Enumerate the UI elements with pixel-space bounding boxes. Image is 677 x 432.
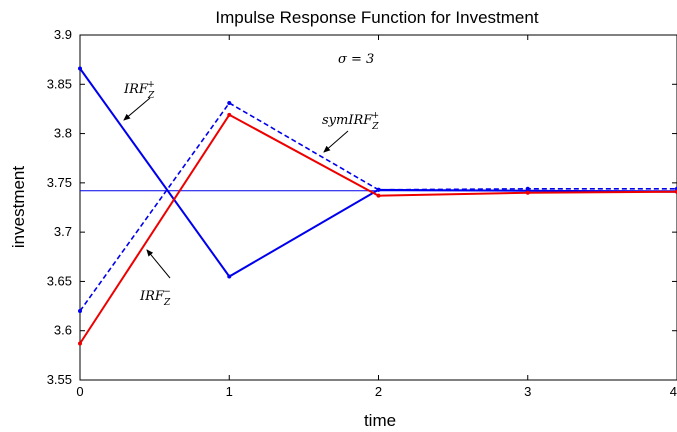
x-tick-label: 0 — [76, 384, 83, 399]
irf-minus-annotation: IRFZ− — [139, 249, 171, 308]
irf-plus-sub: Z — [147, 91, 155, 101]
data-point-sym_irf_plus — [78, 309, 82, 313]
data-point-sym_irf_plus — [227, 101, 232, 106]
data-point-irf_minus — [376, 193, 381, 198]
irf-plus-arrow — [123, 97, 151, 121]
irf-plus-sup: + — [147, 80, 155, 90]
irf-plus-annotation: IRFZ+ — [123, 80, 155, 121]
series-lines — [78, 66, 677, 346]
x-axis-label: time — [364, 411, 396, 430]
sym-irf-plus-main: symIRF — [322, 113, 373, 128]
y-tick-label: 3.65 — [47, 273, 72, 288]
irf-minus-main: IRF — [139, 289, 165, 304]
sym-irf-plus-sup: + — [372, 111, 380, 121]
x-tick-label: 2 — [375, 384, 382, 399]
sym-irf-plus-sub: Z — [371, 122, 379, 132]
data-point-sym_irf_plus — [376, 187, 381, 192]
sym-irf-plus-annotation: symIRFZ+ — [322, 111, 379, 153]
y-tick-label: 3.75 — [47, 175, 72, 190]
x-tick-label: 3 — [524, 384, 531, 399]
sym-irf-plus-arrow — [323, 130, 349, 153]
y-tick-label: 3.7 — [54, 224, 72, 239]
svg-text:IRFZ+: IRFZ+ — [123, 80, 155, 101]
data-point-irf_minus — [525, 190, 530, 195]
y-axis-ticks: 3.55 3.6 3.65 3.7 3.75 3.8 3.85 3.9 — [47, 27, 677, 387]
chart-title: Impulse Response Function for Investment — [215, 8, 538, 27]
irf-plus-main: IRF — [123, 82, 149, 97]
series-line-irf_plus — [79, 67, 677, 278]
svg-text:symIRFZ+: symIRFZ+ — [322, 111, 379, 132]
data-point-irf_plus — [78, 66, 82, 71]
y-tick-label: 3.55 — [47, 372, 72, 387]
y-axis-label: investment — [9, 166, 28, 248]
x-axis-ticks: 0 1 2 3 4 — [76, 35, 677, 399]
y-tick-label: 3.6 — [54, 323, 72, 338]
y-tick-label: 3.85 — [47, 76, 72, 91]
sigma-annotation: σ = 3 — [338, 52, 374, 67]
irf-minus-arrow — [146, 249, 171, 279]
data-point-sym_irf_plus — [525, 186, 530, 191]
data-point-irf_minus — [78, 341, 82, 346]
x-tick-label: 1 — [226, 384, 233, 399]
y-tick-label: 3.9 — [54, 27, 72, 42]
x-tick-label: 4 — [670, 384, 677, 399]
irf-minus-sub: Z — [163, 298, 171, 308]
svg-text:IRFZ−: IRFZ− — [139, 287, 171, 308]
series-line-irf_minus — [79, 113, 677, 345]
irf-minus-sup: − — [163, 287, 171, 297]
y-tick-label: 3.8 — [54, 126, 72, 141]
data-point-irf_plus — [227, 274, 232, 279]
data-point-irf_minus — [227, 112, 232, 117]
